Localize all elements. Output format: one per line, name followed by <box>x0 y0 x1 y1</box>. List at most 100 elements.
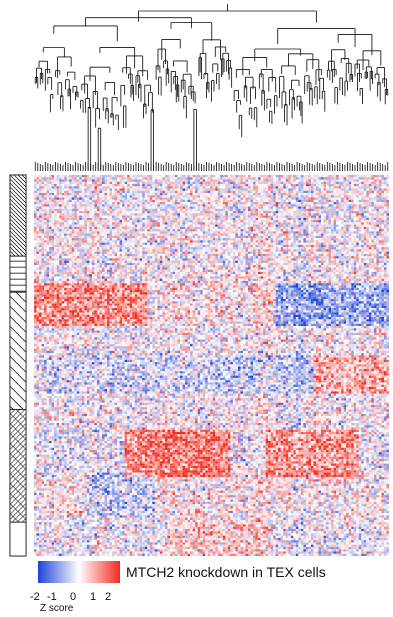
heatmap-cell <box>293 238 296 240</box>
heatmap-cell <box>170 200 173 202</box>
heatmap-cell <box>349 216 352 218</box>
heatmap-cell <box>359 227 362 229</box>
heatmap-cell <box>170 213 173 215</box>
heatmap-cell <box>324 222 327 224</box>
heatmap-cell <box>170 240 173 242</box>
heatmap-cell <box>175 195 178 197</box>
heatmap-cell <box>379 191 382 193</box>
heatmap-cell <box>42 175 45 177</box>
heatmap-cell <box>135 218 138 220</box>
heatmap-cell <box>190 236 193 238</box>
heatmap-cell <box>256 202 259 204</box>
heatmap-cell <box>374 225 377 227</box>
heatmap-cell <box>193 182 196 184</box>
heatmap-cell <box>313 209 316 211</box>
heatmap-cell <box>94 204 97 206</box>
heatmap-cell <box>52 243 55 245</box>
heatmap-cell <box>303 180 306 182</box>
heatmap-cell <box>165 236 168 238</box>
heatmap-cell <box>306 213 309 215</box>
heatmap-cell <box>266 236 269 238</box>
heatmap-cell <box>74 209 77 211</box>
heatmap-cell <box>165 184 168 186</box>
heatmap-cell <box>245 180 248 182</box>
heatmap-cell <box>359 231 362 233</box>
heatmap-cell <box>52 236 55 238</box>
heatmap-cell <box>200 200 203 202</box>
heatmap-cell <box>303 182 306 184</box>
heatmap-cell <box>321 191 324 193</box>
heatmap-cell <box>42 213 45 215</box>
heatmap-cell <box>52 180 55 182</box>
heatmap-cell <box>110 234 113 236</box>
heatmap-cell <box>235 180 238 182</box>
heatmap-cell <box>37 184 40 186</box>
heatmap-cell <box>283 202 286 204</box>
heatmap-cell <box>59 191 62 193</box>
heatmap-cell <box>104 234 107 236</box>
heatmap-cell <box>321 189 324 191</box>
heatmap-cell <box>273 180 276 182</box>
heatmap-cell <box>384 236 387 238</box>
heatmap-cell <box>321 231 324 233</box>
heatmap-cell <box>175 238 178 240</box>
heatmap-cell <box>74 213 77 215</box>
heatmap-cell <box>180 180 183 182</box>
heatmap-cell <box>233 213 236 215</box>
heatmap-cell <box>190 191 193 193</box>
heatmap-cell <box>258 186 261 188</box>
heatmap-cell <box>152 204 155 206</box>
heatmap-cell <box>266 191 269 193</box>
heatmap-cell <box>47 218 50 220</box>
heatmap-cell <box>266 195 269 197</box>
heatmap-cell <box>47 182 50 184</box>
heatmap-cell <box>172 202 175 204</box>
heatmap-cell <box>298 220 301 222</box>
heatmap-cell <box>291 202 294 204</box>
heatmap-cell <box>64 238 67 240</box>
heatmap-cell <box>238 216 241 218</box>
heatmap-cell <box>251 243 254 245</box>
heatmap-cell <box>89 218 92 220</box>
heatmap-cell <box>273 236 276 238</box>
heatmap-cell <box>366 213 369 215</box>
heatmap-cell <box>296 240 299 242</box>
heatmap-cell <box>67 240 70 242</box>
heatmap-cell <box>62 238 65 240</box>
heatmap-cell <box>220 213 223 215</box>
heatmap-cell <box>145 213 148 215</box>
heatmap-cell <box>152 202 155 204</box>
heatmap-cell <box>273 198 276 200</box>
heatmap-cell <box>251 202 254 204</box>
heatmap-cell <box>376 191 379 193</box>
heatmap-cell <box>218 220 221 222</box>
heatmap-cell <box>228 231 231 233</box>
heatmap-cell <box>349 182 352 184</box>
heatmap-cell <box>49 186 52 188</box>
heatmap-cell <box>102 234 105 236</box>
heatmap-cell <box>79 182 82 184</box>
heatmap-cell <box>52 189 55 191</box>
heatmap-cell <box>238 177 241 179</box>
heatmap-cell <box>286 198 289 200</box>
heatmap-cell <box>79 231 82 233</box>
heatmap-cell <box>381 213 384 215</box>
heatmap-cell <box>125 231 128 233</box>
heatmap-cell <box>266 231 269 233</box>
heatmap-cell <box>215 238 218 240</box>
heatmap-cell <box>188 220 191 222</box>
heatmap-cell <box>64 200 67 202</box>
heatmap-cell <box>112 186 115 188</box>
heatmap-cell <box>97 227 100 229</box>
heatmap-cell <box>276 240 279 242</box>
heatmap-cell <box>210 227 213 229</box>
heatmap-cell <box>374 202 377 204</box>
heatmap-cell <box>258 198 261 200</box>
heatmap-cell <box>303 240 306 242</box>
heatmap-cell <box>193 180 196 182</box>
heatmap-cell <box>180 234 183 236</box>
heatmap-cell <box>329 211 332 213</box>
heatmap-cell <box>316 186 319 188</box>
heatmap-cell <box>308 182 311 184</box>
heatmap-cell <box>72 213 75 215</box>
